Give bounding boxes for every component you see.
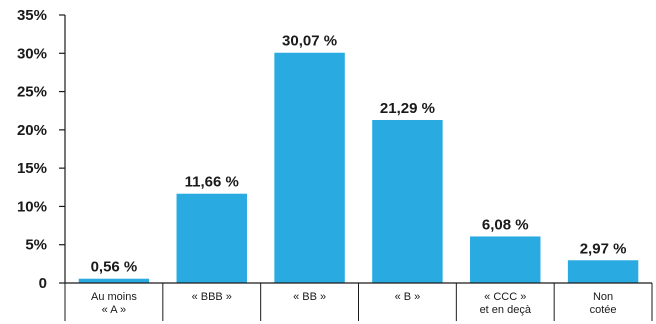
x-tick-label: « BBB »: [192, 291, 232, 303]
x-tick-label-line: « B »: [395, 291, 421, 303]
x-tick-label: « B »: [395, 291, 421, 303]
x-tick-label-line: et en deçà: [480, 304, 532, 316]
x-tick-label-line: Non: [593, 291, 613, 303]
y-tick-label: 20%: [17, 122, 47, 139]
data-label: 2,97 %: [580, 240, 627, 257]
data-label: 0,56 %: [91, 259, 138, 276]
x-tick-label-line: « BBB »: [192, 291, 232, 303]
x-tick-label-line: « A »: [102, 304, 126, 316]
x-tick-label-line: Au moins: [91, 291, 137, 303]
y-tick-label: 15%: [17, 160, 47, 177]
bar: [176, 193, 247, 283]
y-tick-label: 25%: [17, 84, 47, 101]
y-tick-label: 0: [39, 275, 47, 292]
bars: [78, 52, 639, 284]
data-label: 30,07 %: [282, 33, 337, 50]
data-labels: 0,56 % 11,66 % 30,07 % 21,29 % 6,08 % 2,97 %: [91, 33, 627, 276]
data-label: 21,29 %: [380, 100, 435, 117]
x-tick-label-line: cotée: [590, 304, 617, 316]
y-tick-label: 10%: [17, 198, 47, 215]
y-axis: 0 5% 10% 15% 20% 25% 30% 35%: [17, 7, 66, 292]
data-label: 6,08 %: [482, 216, 529, 233]
x-tick-label: « BB »: [293, 291, 326, 303]
x-axis: Au moins « A » « BBB » « BB » « B » « CCC » et…: [64, 282, 653, 321]
y-tick-label: 35%: [17, 7, 47, 24]
y-tick-label: 30%: [17, 45, 47, 62]
bar: [274, 52, 345, 284]
bar: [78, 278, 150, 283]
bar: [372, 119, 443, 283]
x-tick-label: « CCC » et en deçà: [480, 291, 532, 316]
x-tick-label-line: « CCC »: [484, 291, 526, 303]
x-tick-label: Non cotée: [590, 291, 617, 316]
bar: [567, 260, 639, 283]
x-tick-label: Au moins « A »: [91, 291, 137, 316]
bar: [470, 236, 541, 283]
y-tick-label: 5%: [25, 237, 47, 254]
x-tick-label-line: « BB »: [293, 291, 326, 303]
data-label: 11,66 %: [185, 174, 239, 191]
